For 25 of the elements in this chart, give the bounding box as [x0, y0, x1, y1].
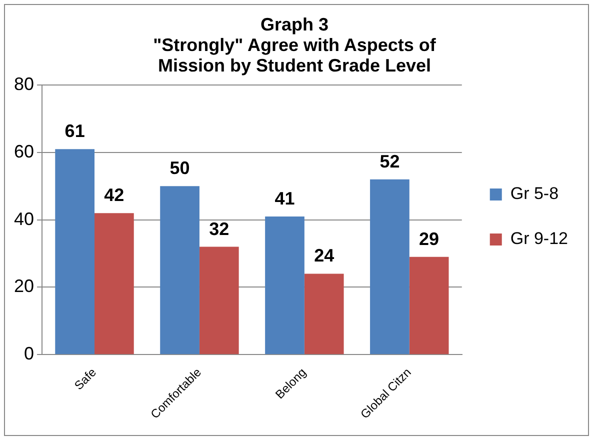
- data-label: 61: [64, 121, 85, 142]
- data-label: 41: [274, 188, 295, 208]
- y-tick-label: 40: [14, 208, 34, 229]
- data-label: 42: [104, 185, 124, 206]
- bar: [160, 186, 200, 354]
- data-label: 29: [419, 228, 440, 249]
- data-label: 50: [170, 158, 190, 178]
- y-tick-label: 0: [24, 344, 34, 364]
- bar: [55, 149, 95, 354]
- x-tick-label: Safe: [72, 365, 100, 393]
- legend-label: Gr 9-12: [510, 229, 568, 248]
- bar: [304, 274, 344, 354]
- bar: [370, 179, 410, 354]
- bar: [199, 246, 239, 354]
- y-tick-label: 80: [14, 74, 34, 94]
- bar: [265, 216, 304, 354]
- y-tick-label: 20: [14, 276, 34, 296]
- data-label: 24: [314, 246, 334, 266]
- legend-label: Gr 5-8: [510, 184, 559, 204]
- bar: [409, 256, 449, 354]
- chart-title: Graph 3 "Strongly" Agree with Aspects of Mission by Student Grade Level: [153, 14, 437, 76]
- data-label: 32: [209, 218, 230, 239]
- data-label: 52: [380, 151, 400, 172]
- bar: [94, 213, 134, 354]
- y-tick-label: 60: [14, 141, 34, 162]
